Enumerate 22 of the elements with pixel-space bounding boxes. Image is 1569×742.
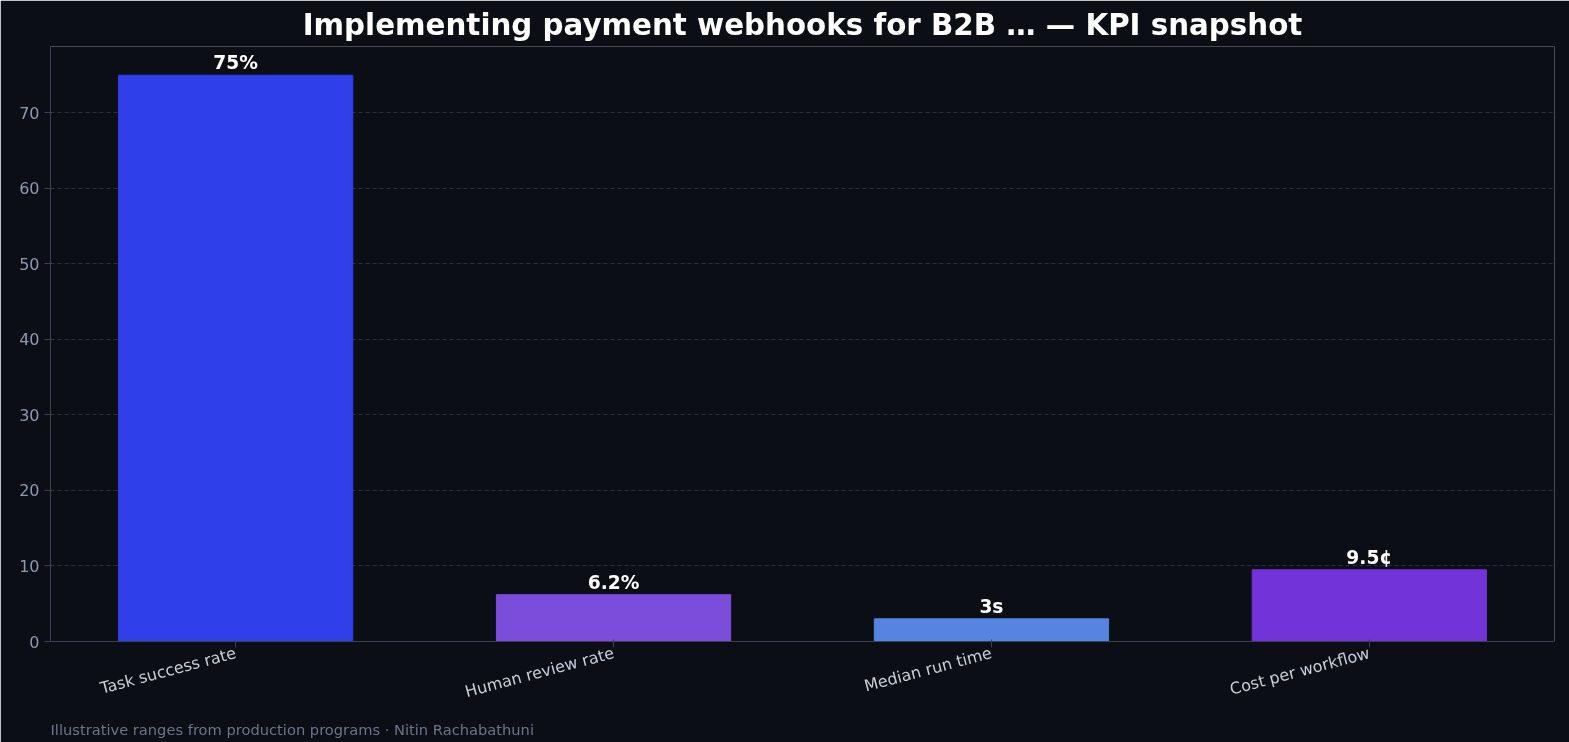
x-tick-label: Task success rate bbox=[97, 643, 239, 698]
data-label: 3s bbox=[979, 595, 1004, 617]
y-tick-label: 40 bbox=[19, 330, 40, 350]
y-tick-label: 0 bbox=[29, 632, 40, 652]
y-tick-label: 10 bbox=[19, 556, 40, 576]
bar bbox=[118, 74, 354, 642]
x-tick-label: Cost per workflow bbox=[1227, 643, 1372, 699]
bar bbox=[495, 594, 732, 642]
bar bbox=[873, 618, 1110, 642]
y-tick-label: 50 bbox=[19, 254, 40, 274]
x-tick-label: Human review rate bbox=[462, 643, 617, 702]
data-label: 6.2% bbox=[587, 571, 640, 593]
y-tick-label: 70 bbox=[19, 103, 40, 123]
data-label: 75% bbox=[213, 52, 259, 74]
y-tick-label: 20 bbox=[19, 481, 40, 501]
text: Illustrative ranges from production programs · Nitin Rachabathuni bbox=[50, 720, 534, 738]
x-tick-label: Median run time bbox=[862, 643, 994, 696]
data-label: 9.5¢ bbox=[1346, 546, 1393, 568]
y-tick-label: 30 bbox=[19, 405, 40, 425]
y-tick-label: 60 bbox=[19, 179, 40, 199]
bar bbox=[1251, 569, 1487, 642]
chart-title: Implementing payment webhooks for B2B … — KPI snapshot bbox=[302, 7, 1303, 42]
